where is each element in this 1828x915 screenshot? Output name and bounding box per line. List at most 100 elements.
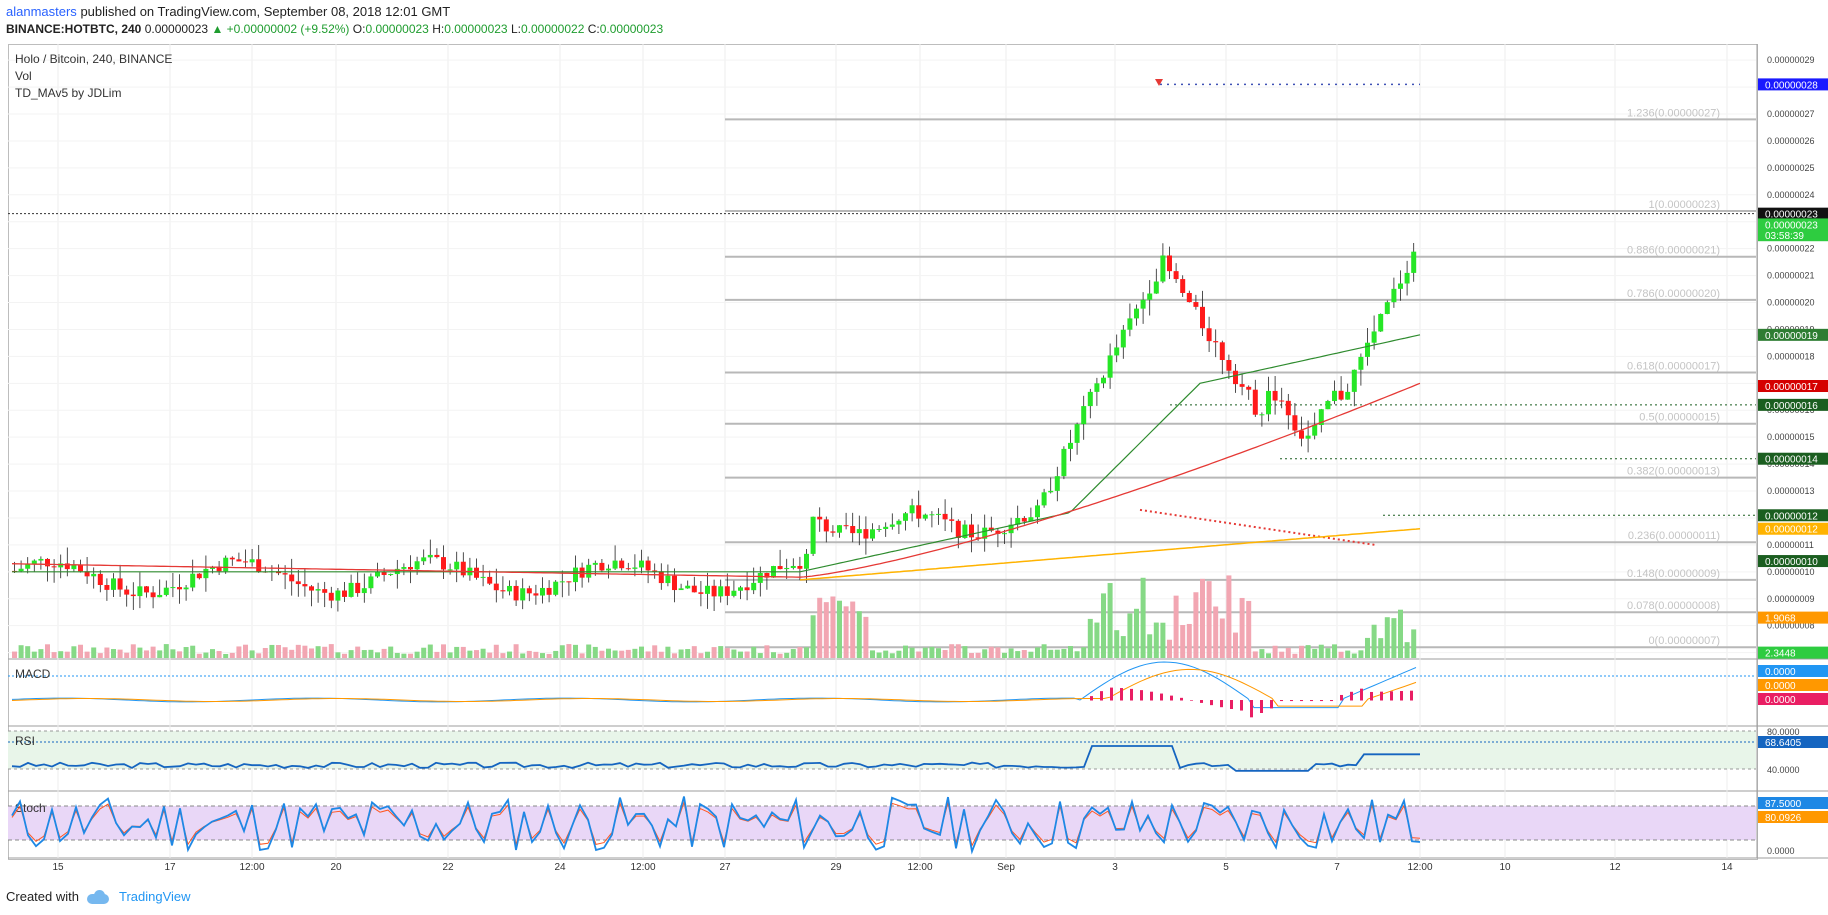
fib-level-label: 0.382(0.00000013) [1627,466,1720,478]
candle [447,569,453,571]
price-badge [1758,207,1828,220]
candle [1061,448,1067,477]
macd-histogram-bar [1100,691,1103,701]
price-badge-label: 0.00000023 [1765,220,1818,231]
fib-level-label: 0.5(0.00000015) [1639,412,1720,424]
close-label: C: [587,22,600,36]
volume-bar [124,652,130,658]
volume-bar [883,650,889,658]
volume-bar [771,652,776,658]
author-link[interactable]: alanmasters [6,4,77,19]
candle [1021,517,1027,522]
candle [751,582,757,591]
volume-bar [12,651,17,658]
volume-bar [474,650,479,658]
candle [322,589,328,593]
volume-bar [322,646,328,658]
candle [744,587,750,591]
volume-bar [1384,617,1390,658]
macd-badge [1758,679,1828,691]
x-tick-label: 27 [719,862,731,873]
candle [45,558,50,567]
candle [804,553,809,569]
volume-bar [982,649,988,658]
volume-bar [843,606,849,658]
volume-bar [276,645,281,658]
volume-bar [520,653,526,658]
stoch-k-badge [1758,797,1828,809]
candle [111,578,116,590]
macd-badge-label: 0.0000 [1765,695,1796,706]
volume-bar [685,649,691,658]
volume-bar [58,651,64,658]
candle [718,586,724,597]
candle [856,529,862,534]
price-tick-label: 0.00000008 [1767,621,1815,631]
macd-histogram-bar [1170,695,1173,701]
candle [1299,430,1304,439]
tradingview-link[interactable]: TradingView [118,889,191,904]
published-text: published on TradingView.com, September … [80,4,451,19]
macd-histogram-bar [1370,691,1373,701]
candle [863,529,869,539]
volume-bar [1061,648,1067,658]
volume-bar [1206,581,1212,658]
volume-bar [1153,622,1159,658]
signal-line [11,668,1417,707]
candle [1305,435,1311,439]
candle [328,592,334,601]
candle [1186,292,1192,303]
price-badge [1758,611,1828,624]
volume-bar [236,646,242,658]
volume-bar [672,653,677,658]
candle [1371,331,1377,343]
candle [104,585,110,590]
volume-bar [1021,650,1027,658]
volume-bar [546,653,552,658]
volume-bar [84,651,90,658]
candle [1015,517,1021,525]
change-value: ▲ +0.00000002 (+9.52%) [211,22,350,36]
candle [302,584,308,587]
volume-bar [355,646,361,658]
volume-bar [500,653,506,658]
macd-histogram-bar [1220,700,1223,708]
candle [1153,281,1159,294]
volume-bar [460,646,466,658]
candle [474,567,479,578]
volume-bar [1239,597,1245,658]
volume-bar [1120,636,1126,658]
candle [375,571,380,577]
candle [691,585,697,593]
candle [870,529,875,539]
candle [190,573,196,588]
candle [1338,390,1344,400]
volume-bar [639,646,644,658]
volume-bar [289,649,295,658]
volume-bar [592,646,598,658]
candle [315,589,321,591]
volume-bar [1160,622,1166,658]
volume-bar [97,653,103,658]
candle [401,567,407,569]
macd-histogram-bar [1410,690,1413,701]
fib-level-label: 0(0.00000007) [1648,635,1720,647]
legend-title: Holo / Bitcoin, 240, BINANCE [15,52,173,66]
volume-bar [1114,630,1120,658]
volume-bar [38,649,44,658]
candle [480,576,486,578]
macd-badge [1758,665,1828,677]
candle [1054,476,1060,491]
volume-bar [988,646,994,658]
symbol-label: BINANCE:HOTBTC, 240 [6,22,142,36]
volume-bar [936,648,941,658]
volume-bar [526,650,532,658]
volume-bar [1101,593,1106,658]
volume-bar [909,647,915,658]
candle [738,587,743,591]
chart-svg[interactable]: 15 17 12:00 20 22 24 12:00 27 29 12:00 Sep 3 5 7 12:00… [0,0,1828,880]
candle [955,520,961,539]
volume-bar [705,651,710,658]
candle [909,505,915,514]
stoch-k-line [11,796,1421,855]
